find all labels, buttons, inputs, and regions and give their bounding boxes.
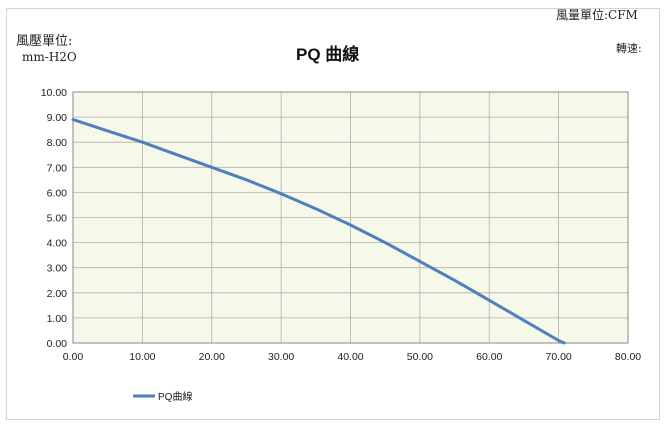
y-tick-label: 9.00 <box>47 112 68 124</box>
y-unit-value: mm-H2O <box>22 50 77 64</box>
plot-border <box>72 91 629 344</box>
y-tick-label: 8.00 <box>47 137 68 149</box>
x-tick-label: 50.00 <box>407 351 433 363</box>
y-tick-labels: 0.00 1.00 2.00 3.00 4.00 5.00 6.00 7.00 8.00 9.00… <box>41 87 67 350</box>
y-tick-label: 6.00 <box>47 187 68 199</box>
legend: PQ曲線 <box>133 390 192 403</box>
x-tick-labels: 0.00 10.00 20.00 30.00 40.00 50.00 60.00 70.00 8… <box>63 351 642 363</box>
x-tick-label: 70.00 <box>545 351 571 363</box>
y-tick-label: 5.00 <box>47 213 68 225</box>
y-tick-label: 2.00 <box>47 288 68 300</box>
legend-label: PQ曲線 <box>158 390 192 403</box>
series-layer <box>71 118 566 345</box>
y-tick-label: 7.00 <box>47 162 68 174</box>
x-tick-label: 60.00 <box>476 351 502 363</box>
y-unit-label: 風壓單位: <box>16 34 73 49</box>
x-tick-label: 80.00 <box>615 351 641 363</box>
y-tick-label: 10.00 <box>41 87 67 99</box>
y-tick-label: 1.00 <box>47 313 68 325</box>
y-tick-label: 4.00 <box>47 238 68 250</box>
speed-label: 轉速: <box>616 42 642 55</box>
x-tick-label: 10.00 <box>129 351 155 363</box>
y-tick-label: 3.00 <box>47 263 68 275</box>
x-tick-label: 20.00 <box>199 351 225 363</box>
x-tick-label: 30.00 <box>268 351 294 363</box>
x-unit-label: 風量單位:CFM <box>556 8 638 22</box>
x-tick-label: 40.00 <box>337 351 363 363</box>
x-tick-label: 0.00 <box>63 351 84 363</box>
chart-title: PQ 曲線 <box>296 45 360 64</box>
series-line-pq <box>71 118 566 345</box>
y-tick-label: 0.00 <box>47 338 68 350</box>
